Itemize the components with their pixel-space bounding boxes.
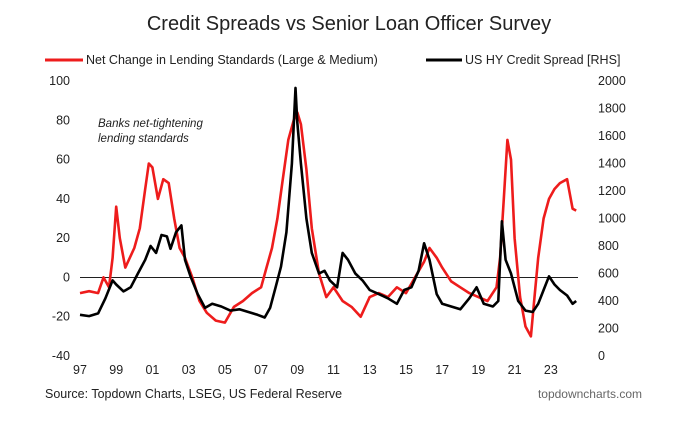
right-tick-label: 2000: [598, 74, 626, 88]
x-tick-label: 03: [182, 363, 196, 377]
legend-label-hy-spread-axis: RHS: [591, 53, 617, 67]
series-line-lending-standards: [79, 111, 577, 338]
x-tick-label: 21: [508, 363, 522, 377]
brand-watermark: topdowncharts.com: [538, 387, 642, 401]
legend-label-hy-spread-name: US HY Credit Spread: [465, 53, 584, 67]
right-tick-label: 600: [598, 267, 619, 281]
x-tick-label: 19: [471, 363, 485, 377]
legend-label-lending-standards: Net Change in Lending Standards (Large &…: [86, 53, 378, 67]
left-tick-label: 40: [56, 192, 70, 206]
right-tick-label: 800: [598, 239, 619, 253]
x-tick-label: 11: [327, 363, 340, 377]
legend-label-hy-spread: US HY Credit Spread [RHS]: [465, 53, 620, 67]
x-tick-label: 01: [145, 363, 159, 377]
left-tick-label: 100: [49, 74, 70, 88]
left-tick-label: 80: [56, 113, 70, 127]
x-tick-label: 99: [109, 363, 123, 377]
legend: Net Change in Lending Standards (Large &…: [45, 53, 620, 67]
right-axis-ticks: 0 200 400 600 800 1000 1200 1400 1600 1800 2000: [598, 74, 626, 363]
x-tick-label: 13: [363, 363, 377, 377]
right-tick-label: 200: [598, 322, 619, 336]
x-tick-label: 09: [290, 363, 304, 377]
right-tick-label: 1000: [598, 212, 626, 226]
right-tick-label: 1400: [598, 157, 626, 171]
right-tick-label: 1800: [598, 102, 626, 116]
chart-title: Credit Spreads vs Senior Loan Officer Su…: [147, 13, 551, 35]
series-line-hy-spread: [79, 86, 577, 319]
x-tick-label: 05: [218, 363, 232, 377]
left-tick-label: 60: [56, 153, 70, 167]
source-note: Source: Topdown Charts, LSEG, US Federal…: [45, 387, 342, 401]
left-tick-label: -20: [52, 310, 70, 324]
left-tick-label: 0: [63, 270, 70, 284]
annotation-line-2: lending standards: [98, 133, 189, 145]
left-tick-label: -40: [52, 349, 70, 363]
left-axis-ticks: -40 -20 0 20 40 60 80 100: [49, 74, 70, 363]
right-tick-label: 1600: [598, 129, 626, 143]
x-tick-label: 15: [399, 363, 413, 377]
x-tick-label: 97: [73, 363, 87, 377]
x-tick-label: 07: [254, 363, 268, 377]
right-tick-label: 0: [598, 349, 605, 363]
x-axis-ticks: 97 99 01 03 05 07 09 11 13 15 17 19 21 23: [73, 363, 558, 377]
x-tick-label: 17: [435, 363, 449, 377]
right-tick-label: 1200: [598, 184, 626, 198]
x-tick-label: 23: [544, 363, 558, 377]
annotation-line-1: Banks net-tightening: [98, 118, 203, 130]
left-tick-label: 20: [56, 231, 70, 245]
right-tick-label: 400: [598, 294, 619, 308]
annotation: Banks net-tightening lending standards: [98, 118, 206, 145]
